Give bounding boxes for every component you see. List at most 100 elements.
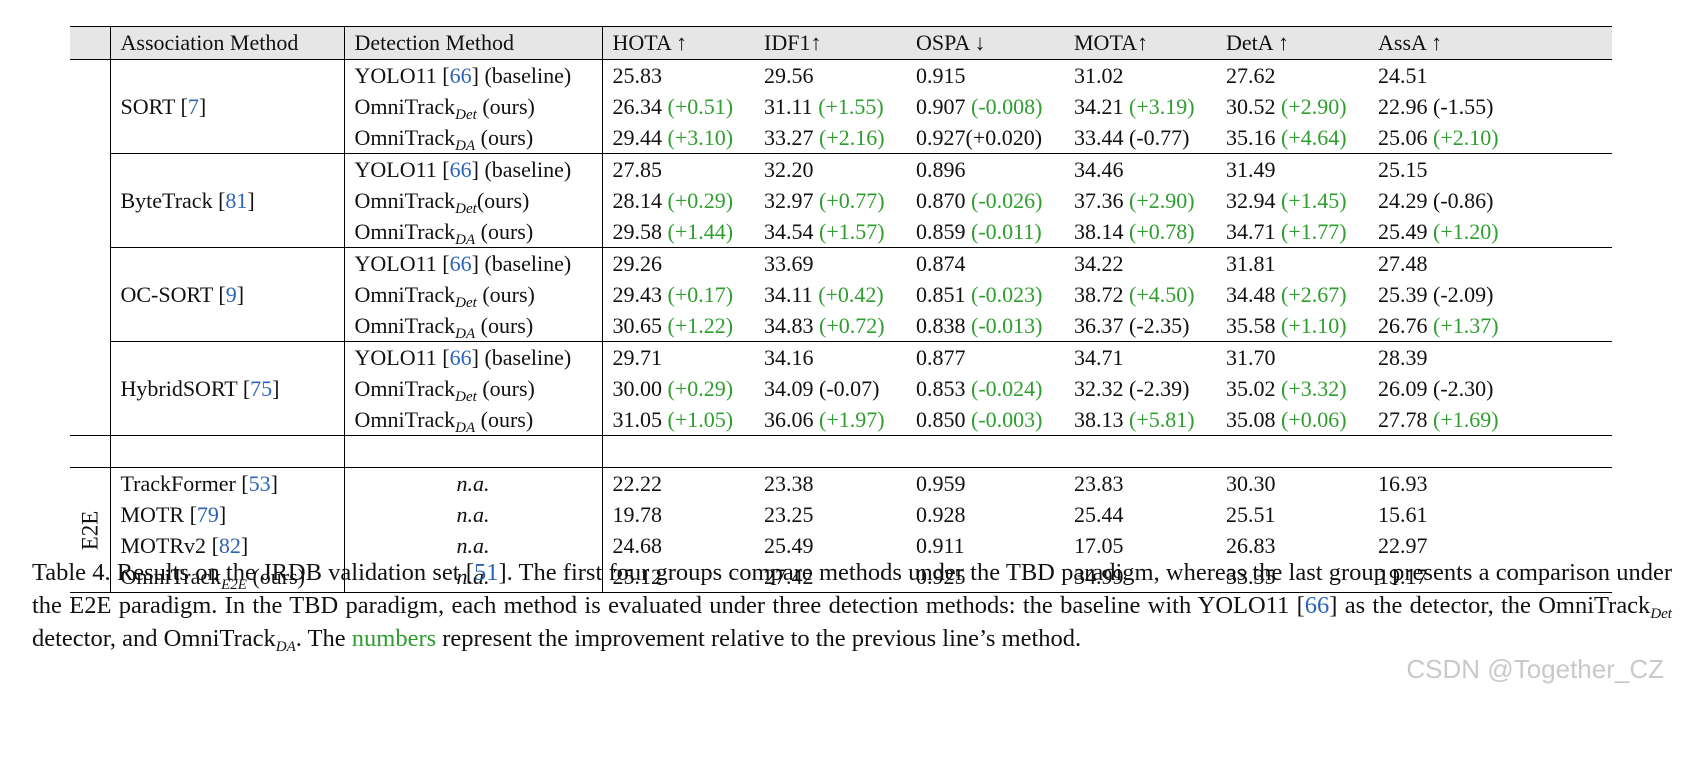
caption-subscript: Det xyxy=(1650,606,1672,622)
metric-value: 35.08 xyxy=(1226,407,1281,432)
metric-cell: 34.11 (+0.42) xyxy=(754,279,906,310)
metric-value: 0.915 xyxy=(916,63,966,88)
association-method-subscript: E2E xyxy=(221,577,247,593)
detection-method-subscript: Det xyxy=(455,107,477,123)
header-cell xyxy=(70,26,110,60)
separator-cell xyxy=(1368,435,1612,468)
metric-cell: 22.96 (-1.55) xyxy=(1368,91,1612,122)
metric-value: 34.48 xyxy=(1226,282,1281,307)
separator-cell xyxy=(109,435,344,468)
metric-value: 35.16 xyxy=(1226,125,1281,150)
association-method-cell: HybridSORT [75] xyxy=(109,341,344,436)
association-method-name: OC-SORT xyxy=(120,282,213,307)
association-method-name: MOTRv2 xyxy=(120,533,207,558)
detection-method-subscript: DA xyxy=(455,232,476,248)
citation-link[interactable]: 82 xyxy=(218,533,241,558)
metric-cell: 23.25 xyxy=(764,502,814,527)
detection-method-name: OmniTrack xyxy=(354,282,456,307)
detection-method-cell: YOLO11 [66] (baseline) xyxy=(343,153,602,185)
table-header-row: Association Method Detection Method HOTA… xyxy=(70,26,1612,60)
metric-value: 30.65 xyxy=(612,313,668,338)
header-cell: OSPA ↓ xyxy=(906,26,1064,60)
citation-link[interactable]: 66 xyxy=(449,157,472,182)
association-method-name: SORT xyxy=(120,94,176,119)
detection-method-suffix: (ours) xyxy=(476,376,535,401)
metric-delta: (-2.39) xyxy=(1129,376,1190,401)
metric-cell: 27.48 xyxy=(1368,247,1612,279)
detection-method-suffix: (ours) xyxy=(476,94,535,119)
metric-value: 32.20 xyxy=(764,157,814,182)
metric-cell: 22.22 xyxy=(601,467,754,499)
metric-value: 26.76 xyxy=(1378,313,1433,338)
metric-value: 33.27 xyxy=(764,125,819,150)
metric-value: 0.853 xyxy=(916,376,971,401)
metric-value: 28.39 xyxy=(1378,345,1428,370)
metric-value: 25.39 xyxy=(1378,282,1433,307)
detection-method-cell: n.a. xyxy=(343,530,602,561)
metric-value: 25.15 xyxy=(1378,157,1428,182)
metric-cell: 25.83 xyxy=(601,59,754,91)
caption-citation[interactable]: 66 xyxy=(1304,592,1330,619)
detection-method-suffix: (ours) xyxy=(476,282,535,307)
detection-method-name: OmniTrack xyxy=(354,219,456,244)
metric-delta: (-0.011) xyxy=(971,219,1042,244)
detection-method-suffix: (ours) xyxy=(475,219,534,244)
association-method-name: ByteTrack xyxy=(120,188,213,213)
association-method-name: OmniTrack xyxy=(120,564,222,589)
metric-cell: 34.16 xyxy=(754,341,906,373)
table-row: E2E TrackFormer [53] n.a. 22.22 23.38 0.959 23… xyxy=(70,467,1612,593)
metric-cell: 30.30 xyxy=(1226,471,1276,496)
detection-method-suffix: (ours) xyxy=(475,125,534,150)
metric-cell: 26.83 xyxy=(1226,533,1276,558)
table-row: ByteTrack [81] YOLO11 [66] (baseline) 27.8… xyxy=(70,153,1612,248)
metric-cell: 19.78 xyxy=(601,499,754,530)
citation-link[interactable]: 66 xyxy=(449,251,472,276)
metric-cell: 25.49 (+1.20) xyxy=(1368,216,1612,248)
citation-link[interactable]: 66 xyxy=(449,345,472,370)
metric-cell: 26.76 (+1.37) xyxy=(1368,310,1612,342)
caption-text: ]. The first four groups compare methods… xyxy=(32,559,1672,619)
e2e-group-label: E2E xyxy=(77,510,103,550)
metric-cell: 32.94 (+1.45) xyxy=(1216,185,1368,216)
detection-method-suffix: (ours) xyxy=(475,407,534,432)
metric-cell: 29.58 (+1.44) xyxy=(601,216,754,248)
citation-link[interactable]: 53 xyxy=(248,471,271,496)
metric-value: 34.46 xyxy=(1074,157,1124,182)
metric-delta: (-2.09) xyxy=(1433,282,1494,307)
metric-value: 35.58 xyxy=(1226,313,1281,338)
metric-cell: 19.17 xyxy=(1368,561,1612,593)
association-method-name: TrackFormer xyxy=(120,471,236,496)
metric-delta: (-1.55) xyxy=(1433,94,1494,119)
metric-value: 29.26 xyxy=(612,251,663,276)
metric-value: 31.70 xyxy=(1226,345,1276,370)
citation-link[interactable]: 7 xyxy=(187,94,199,119)
metric-cell: 0.928 xyxy=(916,502,966,527)
results-table: Association Method Detection Method HOTA… xyxy=(70,26,1612,593)
citation-link[interactable]: 81 xyxy=(225,188,248,213)
metric-delta: (-0.86) xyxy=(1433,188,1494,213)
caption-citation[interactable]: 51 xyxy=(473,559,499,586)
table-row: Track-By- Detection (TBD)SORT [7]YOLO11 … xyxy=(70,59,1612,154)
metric-delta: (+1.10) xyxy=(1281,313,1347,338)
table-row: OmniTrackDet (ours) 29.43 (+0.17) 34.11 (+… xyxy=(70,279,1612,310)
header-cell: MOTA↑ xyxy=(1064,26,1216,60)
citation-link[interactable]: 66 xyxy=(449,63,472,88)
caption-text: . The xyxy=(295,625,352,652)
metric-value: 31.05 xyxy=(612,407,668,432)
citation-link[interactable]: 75 xyxy=(250,376,273,401)
table-row: OmniTrackDet (ours) 26.34 (+0.51) 31.11 (+… xyxy=(70,91,1612,122)
detection-method-subscript: Det xyxy=(455,201,477,217)
metric-value: 0.850 xyxy=(916,407,971,432)
metric-cell: 25.12 xyxy=(601,561,754,593)
detection-method-name: YOLO11 xyxy=(354,251,437,276)
metric-cell: 0.907 (-0.008) xyxy=(906,91,1064,122)
metric-cell: 36.06 (+1.97) xyxy=(754,404,906,436)
metric-delta: (+0.17) xyxy=(667,282,734,307)
metric-delta: (-2.35) xyxy=(1129,313,1190,338)
metric-delta: (+1.20) xyxy=(1433,219,1499,244)
citation-link[interactable]: 9 xyxy=(225,282,237,307)
metric-delta: (+1.97) xyxy=(819,407,885,432)
metric-value: 0.874 xyxy=(916,251,966,276)
metric-cell: 25.39 (-2.09) xyxy=(1368,279,1612,310)
citation-link[interactable]: 79 xyxy=(196,502,219,527)
